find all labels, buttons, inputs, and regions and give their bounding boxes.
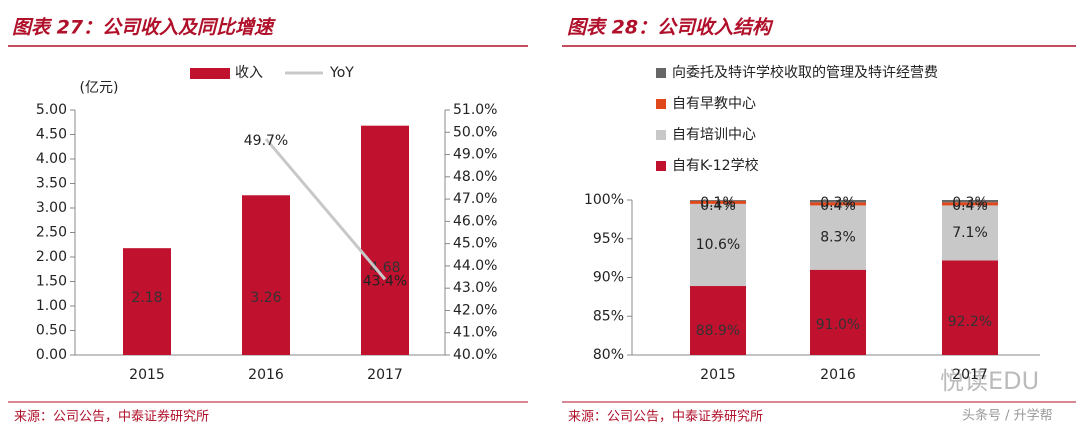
y2-tick-label: 49.0%: [453, 147, 497, 163]
legend-label: YoY: [329, 65, 354, 81]
data-label: 91.0%: [816, 317, 860, 333]
bar-segment: [810, 205, 866, 270]
y-tick-label: 2.50: [36, 225, 67, 241]
legend-label: 自有K-12学校: [672, 157, 759, 174]
data-label: 0.4%: [700, 198, 736, 214]
y-axis-label: (亿元): [80, 80, 119, 96]
x-tick-label: 2015: [129, 367, 165, 383]
x-tick-label: 2016: [820, 367, 856, 383]
legend-label: 收入: [235, 65, 263, 81]
legend-swatch: [656, 161, 666, 171]
legend-label: 自有培训中心: [672, 127, 756, 143]
legend-label: 自有早教中心: [672, 96, 756, 112]
y2-tick-label: 46.0%: [453, 213, 497, 229]
bar-segment: [690, 286, 746, 355]
x-tick-label: 2016: [248, 367, 284, 383]
legend-swatch: [656, 130, 666, 140]
y-tick-label: 3.00: [36, 200, 67, 216]
y2-tick-label: 48.0%: [453, 169, 497, 185]
data-label: 92.2%: [948, 314, 992, 330]
bar-segment: [690, 200, 746, 204]
data-label: 49.7%: [244, 133, 288, 149]
bar-segment: [690, 203, 746, 287]
bar: [123, 248, 171, 355]
data-label: 10.6%: [696, 237, 740, 253]
bar-segment: [810, 269, 866, 355]
chart-title: 图表 28：公司收入结构: [567, 17, 774, 39]
data-label: 0.1%: [700, 195, 736, 211]
y-tick-label: 0.50: [36, 323, 67, 339]
bar-segment: [810, 200, 866, 203]
y-tick-label: 80%: [593, 347, 624, 363]
y2-tick-label: 50.0%: [453, 124, 497, 140]
bar-segment: [942, 200, 998, 203]
y-tick-label: 90%: [593, 270, 624, 286]
x-tick-label: 2017: [367, 367, 403, 383]
y-tick-label: 1.00: [36, 298, 67, 314]
y-tick-label: 95%: [593, 231, 624, 247]
y-tick-label: 3.50: [36, 176, 67, 192]
source: 来源：公司公告，中泰证券研究所: [14, 409, 209, 425]
line: [264, 137, 387, 281]
bar-segment: [942, 205, 998, 261]
y2-tick-label: 44.0%: [453, 258, 497, 274]
bar-segment: [810, 202, 866, 206]
bar-segment: [690, 200, 746, 201]
y-tick-label: 4.00: [36, 151, 67, 167]
legend-swatch: [190, 68, 230, 79]
y2-tick-label: 47.0%: [453, 191, 497, 207]
y-tick-label: 4.50: [36, 127, 67, 143]
data-label: 88.9%: [696, 323, 740, 339]
bar: [361, 125, 409, 356]
data-label: 8.3%: [820, 230, 856, 246]
data-label: 2.18: [131, 290, 162, 306]
bar: [242, 195, 290, 355]
data-label: 7.1%: [952, 225, 988, 241]
y-tick-label: 5.00: [36, 102, 67, 118]
source: 来源：公司公告，中泰证券研究所: [568, 409, 763, 425]
y-tick-label: 1.50: [36, 274, 67, 290]
legend-label: 向委托及特许学校收取的管理及特许经营费: [672, 64, 938, 81]
y2-tick-label: 51.0%: [453, 102, 497, 118]
x-tick-label: 2015: [700, 367, 736, 383]
bar-segment: [942, 260, 998, 355]
y2-tick-label: 41.0%: [453, 325, 497, 341]
y-tick-label: 2.00: [36, 249, 67, 265]
x-tick-label: 2017: [952, 367, 988, 383]
bar-segment: [942, 202, 998, 206]
credit: 头条号 / 升学帮: [962, 408, 1053, 424]
y2-tick-label: 42.0%: [453, 302, 497, 318]
y-tick-label: 85%: [593, 308, 624, 324]
data-label: 43.4%: [363, 273, 407, 289]
y-tick-label: 100%: [584, 192, 624, 208]
legend-swatch: [656, 68, 666, 78]
y-tick-label: 0.00: [36, 347, 67, 363]
data-label: 0.3%: [952, 195, 988, 211]
y2-tick-label: 43.0%: [453, 280, 497, 296]
data-label: 3.26: [250, 290, 281, 306]
y2-tick-label: 45.0%: [453, 236, 497, 252]
chart-title: 图表 27：公司收入及同比增速: [12, 17, 276, 39]
y2-tick-label: 40.0%: [453, 347, 497, 363]
watermark: 悦读EDU: [940, 367, 1039, 395]
legend-swatch: [656, 99, 666, 109]
data-label: 0.3%: [820, 195, 856, 211]
